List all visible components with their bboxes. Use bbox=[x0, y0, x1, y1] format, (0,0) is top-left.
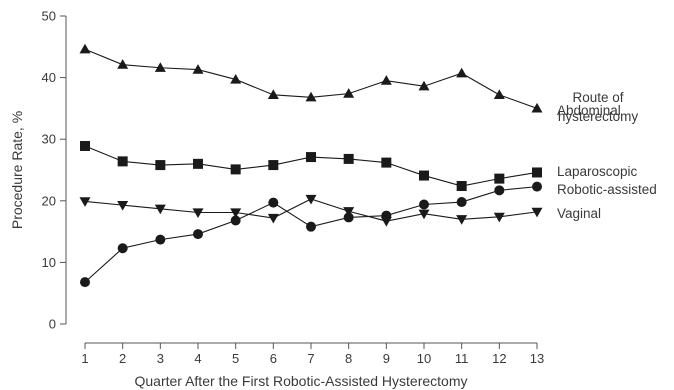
data-point-abdominal-7 bbox=[305, 91, 317, 102]
data-point-laparoscopic-10 bbox=[419, 170, 429, 181]
data-point-robotic-assisted-7 bbox=[306, 221, 316, 232]
data-point-robotic-assisted-10 bbox=[419, 199, 429, 210]
x-tick-label-2: 2 bbox=[119, 351, 126, 366]
series-label-vaginal: Vaginal bbox=[557, 206, 601, 221]
y-axis-title: Procedure Rate, % bbox=[9, 111, 25, 229]
data-point-robotic-assisted-1 bbox=[80, 277, 90, 288]
data-point-vaginal-11 bbox=[456, 215, 468, 225]
data-point-vaginal-8 bbox=[343, 207, 355, 217]
x-tick-label-8: 8 bbox=[345, 351, 352, 366]
data-point-abdominal-3 bbox=[154, 62, 166, 72]
x-tick-label-1: 1 bbox=[81, 351, 88, 366]
series-abdominal bbox=[79, 43, 543, 113]
data-point-robotic-assisted-5 bbox=[230, 215, 241, 226]
x-tick-label-12: 12 bbox=[492, 351, 506, 366]
data-point-laparoscopic-8 bbox=[343, 153, 354, 164]
data-point-abdominal-11 bbox=[456, 67, 468, 78]
x-tick-label-13: 13 bbox=[530, 351, 544, 366]
y-tick-label-10: 10 bbox=[42, 255, 56, 270]
data-point-abdominal-13 bbox=[531, 102, 543, 113]
series-label-robotic-assisted: Robotic-assisted bbox=[557, 182, 657, 197]
y-tick-label-0: 0 bbox=[49, 317, 56, 332]
data-point-abdominal-4 bbox=[192, 64, 204, 74]
data-point-robotic-assisted-3 bbox=[155, 234, 166, 245]
data-point-vaginal-7 bbox=[305, 194, 317, 205]
data-point-laparoscopic-9 bbox=[381, 157, 392, 168]
data-point-laparoscopic-4 bbox=[193, 158, 203, 169]
legend-title-line-1: Route of bbox=[572, 90, 623, 105]
data-point-robotic-assisted-8 bbox=[343, 212, 354, 223]
data-point-vaginal-10 bbox=[418, 209, 430, 220]
data-point-laparoscopic-7 bbox=[306, 152, 316, 163]
data-point-laparoscopic-5 bbox=[230, 164, 241, 175]
data-point-robotic-assisted-11 bbox=[456, 197, 467, 208]
series-label-abdominal: Abdominal bbox=[557, 103, 621, 118]
data-point-abdominal-1 bbox=[79, 43, 91, 54]
data-point-vaginal-4 bbox=[192, 208, 204, 219]
y-tick-label-20: 20 bbox=[42, 193, 56, 208]
series-laparoscopic bbox=[80, 140, 542, 192]
data-point-robotic-assisted-13 bbox=[532, 181, 542, 192]
data-point-abdominal-9 bbox=[380, 75, 392, 85]
legend: Route of hysterectomy Abdominal Laparosc… bbox=[557, 90, 657, 221]
x-tick-label-11: 11 bbox=[455, 351, 469, 366]
data-point-vaginal-1 bbox=[79, 197, 91, 207]
data-point-abdominal-10 bbox=[418, 80, 430, 91]
x-tick-label-9: 9 bbox=[383, 351, 390, 366]
data-point-laparoscopic-13 bbox=[532, 167, 542, 178]
y-tick-label-50: 50 bbox=[42, 9, 56, 24]
data-point-vaginal-3 bbox=[154, 204, 166, 215]
data-point-laparoscopic-11 bbox=[456, 181, 467, 192]
data-point-abdominal-6 bbox=[267, 89, 279, 99]
data-point-abdominal-8 bbox=[343, 88, 355, 98]
x-tick-label-5: 5 bbox=[232, 351, 239, 366]
data-point-laparoscopic-6 bbox=[268, 160, 279, 171]
data-point-abdominal-2 bbox=[117, 59, 129, 69]
x-axis-title: Quarter After the First Robotic-Assisted… bbox=[135, 373, 468, 389]
data-point-vaginal-5 bbox=[230, 208, 242, 219]
data-point-robotic-assisted-12 bbox=[494, 185, 505, 196]
data-point-vaginal-9 bbox=[380, 217, 392, 227]
x-tick-label-7: 7 bbox=[307, 351, 314, 366]
data-point-abdominal-12 bbox=[493, 89, 505, 99]
data-point-vaginal-13 bbox=[531, 207, 543, 218]
data-point-laparoscopic-1 bbox=[80, 140, 90, 151]
data-point-vaginal-2 bbox=[117, 200, 129, 211]
y-tick-label-40: 40 bbox=[42, 70, 56, 85]
x-tick-label-6: 6 bbox=[270, 351, 277, 366]
data-point-robotic-assisted-6 bbox=[268, 197, 279, 208]
series-label-laparoscopic: Laparoscopic bbox=[557, 164, 638, 179]
data-point-laparoscopic-12 bbox=[494, 173, 505, 184]
series-line-laparoscopic bbox=[84, 145, 538, 187]
data-point-robotic-assisted-2 bbox=[117, 243, 128, 254]
x-tick-label-4: 4 bbox=[194, 351, 201, 366]
data-point-abdominal-5 bbox=[230, 73, 242, 84]
data-point-vaginal-12 bbox=[493, 212, 505, 223]
series-vaginal bbox=[79, 194, 543, 227]
data-point-laparoscopic-2 bbox=[117, 156, 128, 167]
data-point-robotic-assisted-4 bbox=[193, 229, 203, 240]
x-tick-label-3: 3 bbox=[157, 351, 164, 366]
legend-title-line-2: hysterectomy bbox=[558, 109, 639, 124]
data-point-vaginal-6 bbox=[267, 213, 279, 224]
x-tick-label-10: 10 bbox=[417, 351, 431, 366]
data-point-laparoscopic-3 bbox=[155, 160, 166, 171]
y-tick-label-30: 30 bbox=[42, 132, 56, 147]
series-layer bbox=[79, 43, 543, 288]
